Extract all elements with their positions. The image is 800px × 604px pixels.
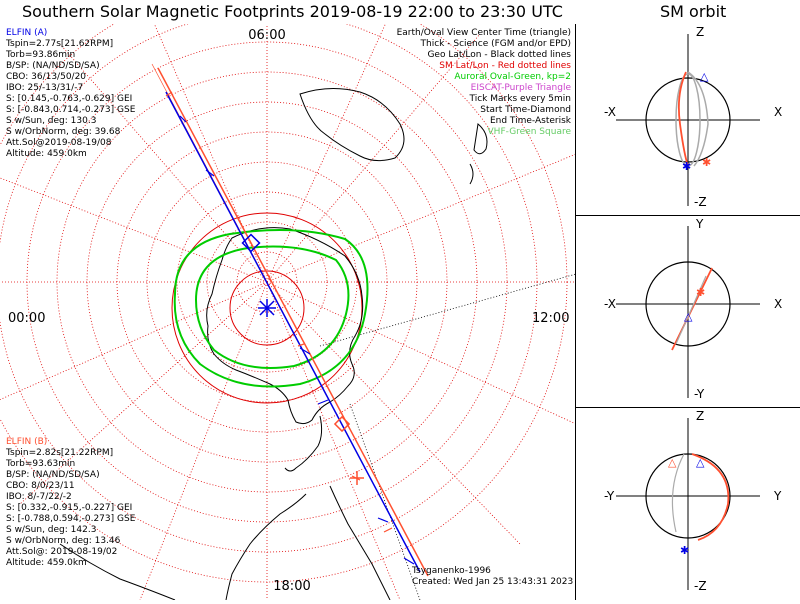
- info-line: S w/Sun, deg: 130.3: [6, 116, 97, 126]
- orbit-panel-xy: △ ✱ Y -Y -X X: [576, 216, 800, 408]
- elfin-a-start-diamond: [241, 233, 261, 253]
- australia-coastline: [299, 88, 405, 162]
- axis-label-top: Y: [695, 217, 704, 231]
- axis-label-bottom: -Z: [694, 195, 707, 209]
- legend: Earth/Oval View Center Time (triangle) Th…: [397, 28, 571, 138]
- orbit-panel-xz: △ ✱ ✱ Z -Z -X X: [576, 24, 800, 216]
- mlt-label-left: 00:00: [8, 311, 45, 326]
- sm-lon-lines: [0, 24, 575, 600]
- geo-lon-line: [349, 403, 421, 600]
- info-line: S w/OrbNorm, deg: 39.68: [6, 127, 121, 137]
- info-line: Att.Sol@: 2019-08-19/02: [6, 547, 118, 557]
- axis-label-bottom: -Z: [694, 579, 707, 593]
- axis-label-right: X: [774, 105, 782, 119]
- info-line: S: [-0.843,0.714,-0.273] GSE: [6, 105, 136, 115]
- info-line: S w/OrbNorm, deg: 13.46: [6, 536, 121, 546]
- legend-item: Earth/Oval View Center Time (triangle): [396, 28, 571, 38]
- info-line: S: [0.145,-0.763,-0.629] GEI: [6, 94, 133, 104]
- new-zealand-coastline: [469, 123, 488, 185]
- info-line: Torb=93.86min: [6, 50, 76, 60]
- elfin-b-end-asterisk: [350, 471, 364, 485]
- orbit-panel-yz: △ △ ✱ Z -Z -Y Y: [576, 408, 800, 600]
- svg-text:△: △: [696, 456, 705, 469]
- elfin-b-info: ELFIN (B) Tspin=2.82s[21.22RPM] Torb=93.63…: [6, 437, 135, 569]
- elfin-a-end-asterisk: [258, 299, 276, 317]
- mlt-label-right: 12:00: [532, 311, 569, 326]
- svg-text:✱: ✱: [682, 160, 691, 173]
- svg-text:✱: ✱: [702, 156, 711, 169]
- legend-item: SM Lat/Lon - Red dotted lines: [439, 61, 571, 71]
- axis-label-right: X: [774, 297, 782, 311]
- track-ticks: [179, 115, 415, 565]
- axis-label-right: Y: [773, 489, 782, 503]
- legend-item: Auroral Oval-Green, kp=2: [454, 72, 571, 82]
- satellite-name: ELFIN (A): [6, 28, 48, 38]
- elfin-b-track-line: [157, 67, 429, 577]
- legend-item: End Time-Asterisk: [489, 116, 571, 126]
- axis-label-top: Z: [696, 25, 704, 39]
- legend-item: VHF-Green Square: [487, 127, 571, 137]
- mlt-label-top: 06:00: [248, 28, 285, 43]
- info-line: Att.Sol@2019-08-19/08: [6, 138, 112, 148]
- orbit-xz-plot: △ ✱ ✱ Z -Z -X X: [604, 25, 782, 209]
- info-line: Tspin=2.82s[21.22RPM]: [6, 448, 114, 458]
- svg-text:△: △: [700, 70, 709, 83]
- south-america-coastline: [225, 485, 391, 600]
- antarctic-peninsula: [284, 415, 323, 472]
- antarctica-coastline: [206, 227, 364, 425]
- info-line: Altitude: 459.0km: [6, 558, 87, 568]
- info-line: B/SP: (NA/ND/SD/SA): [6, 61, 100, 71]
- legend-item: Thick - Science (FGM and/or EPD): [420, 39, 571, 49]
- elfin-a-track: [165, 91, 421, 573]
- created-timestamp: Created: Wed Jan 25 13:43:31 2023: [412, 577, 574, 587]
- elfin-a-track-line: [165, 91, 421, 573]
- geo-lon-line: [319, 273, 575, 347]
- orbit-xy-plot: △ ✱ Y -Y -X X: [604, 217, 782, 401]
- credit: Tsyganenko-1996: [412, 566, 491, 576]
- page-title: Southern Solar Magnetic Footprints 2019-…: [22, 2, 563, 21]
- axis-label-left: -X: [604, 297, 616, 311]
- elfin-a-info: ELFIN (A) Tspin=2.77s[21.62RPM] Torb=93.86…: [6, 28, 135, 160]
- axis-label-left: -X: [604, 105, 616, 119]
- svg-text:✱: ✱: [696, 286, 705, 299]
- svg-text:△: △: [684, 310, 693, 323]
- elfin-b-track: [151, 63, 429, 577]
- elfin-b-start-diamond: [333, 415, 351, 433]
- mlt-label-bottom: 18:00: [273, 579, 310, 594]
- legend-item: Start Time-Diamond: [480, 105, 571, 115]
- footprint-map-panel: 06:00 00:00 12:00 18:00 Earth/Oval View …: [0, 24, 576, 600]
- svg-text:△: △: [668, 456, 677, 469]
- info-line: Altitude: 459.0km: [6, 149, 87, 159]
- info-line: S w/Sun, deg: 142.3: [6, 525, 97, 535]
- legend-item: Tick Marks every 5min: [469, 94, 571, 104]
- info-line: S: [-0.788,0.594,-0.273] GSE: [6, 514, 136, 524]
- africa-coastline: [59, 543, 176, 600]
- orbit-title: SM orbit: [660, 2, 727, 21]
- info-line: S: [0.332,-0.915,-0.227] GEI: [6, 503, 133, 513]
- info-line: CBO: 36/13/50/20: [6, 72, 87, 82]
- info-line: IBO: 25/-13/31/-7: [6, 83, 84, 93]
- legend-item: Geo Lat/Lon - Black dotted lines: [427, 50, 571, 60]
- footprint-map: 06:00 00:00 12:00 18:00: [0, 24, 575, 600]
- svg-text:✱: ✱: [680, 544, 689, 557]
- satellite-name: ELFIN (B): [6, 437, 48, 447]
- orbit-yz-plot: △ △ ✱ Z -Z -Y Y: [604, 409, 782, 593]
- info-line: B/SP: (NA/ND/SD/SA): [6, 470, 100, 480]
- track-ticks-b: [165, 91, 393, 533]
- axis-label-bottom: -Y: [694, 387, 705, 401]
- info-line: Tspin=2.77s[21.62RPM]: [6, 39, 114, 49]
- axis-label-left: -Y: [604, 489, 615, 503]
- axis-label-top: Z: [696, 409, 704, 423]
- info-line: IBO: 8/-7/22/-2: [6, 492, 72, 502]
- info-line: CBO: 8/0/23/11: [6, 481, 75, 491]
- legend-item: EISCAT-Purple Triangle: [470, 83, 571, 93]
- info-line: Torb=93.63min: [6, 459, 76, 469]
